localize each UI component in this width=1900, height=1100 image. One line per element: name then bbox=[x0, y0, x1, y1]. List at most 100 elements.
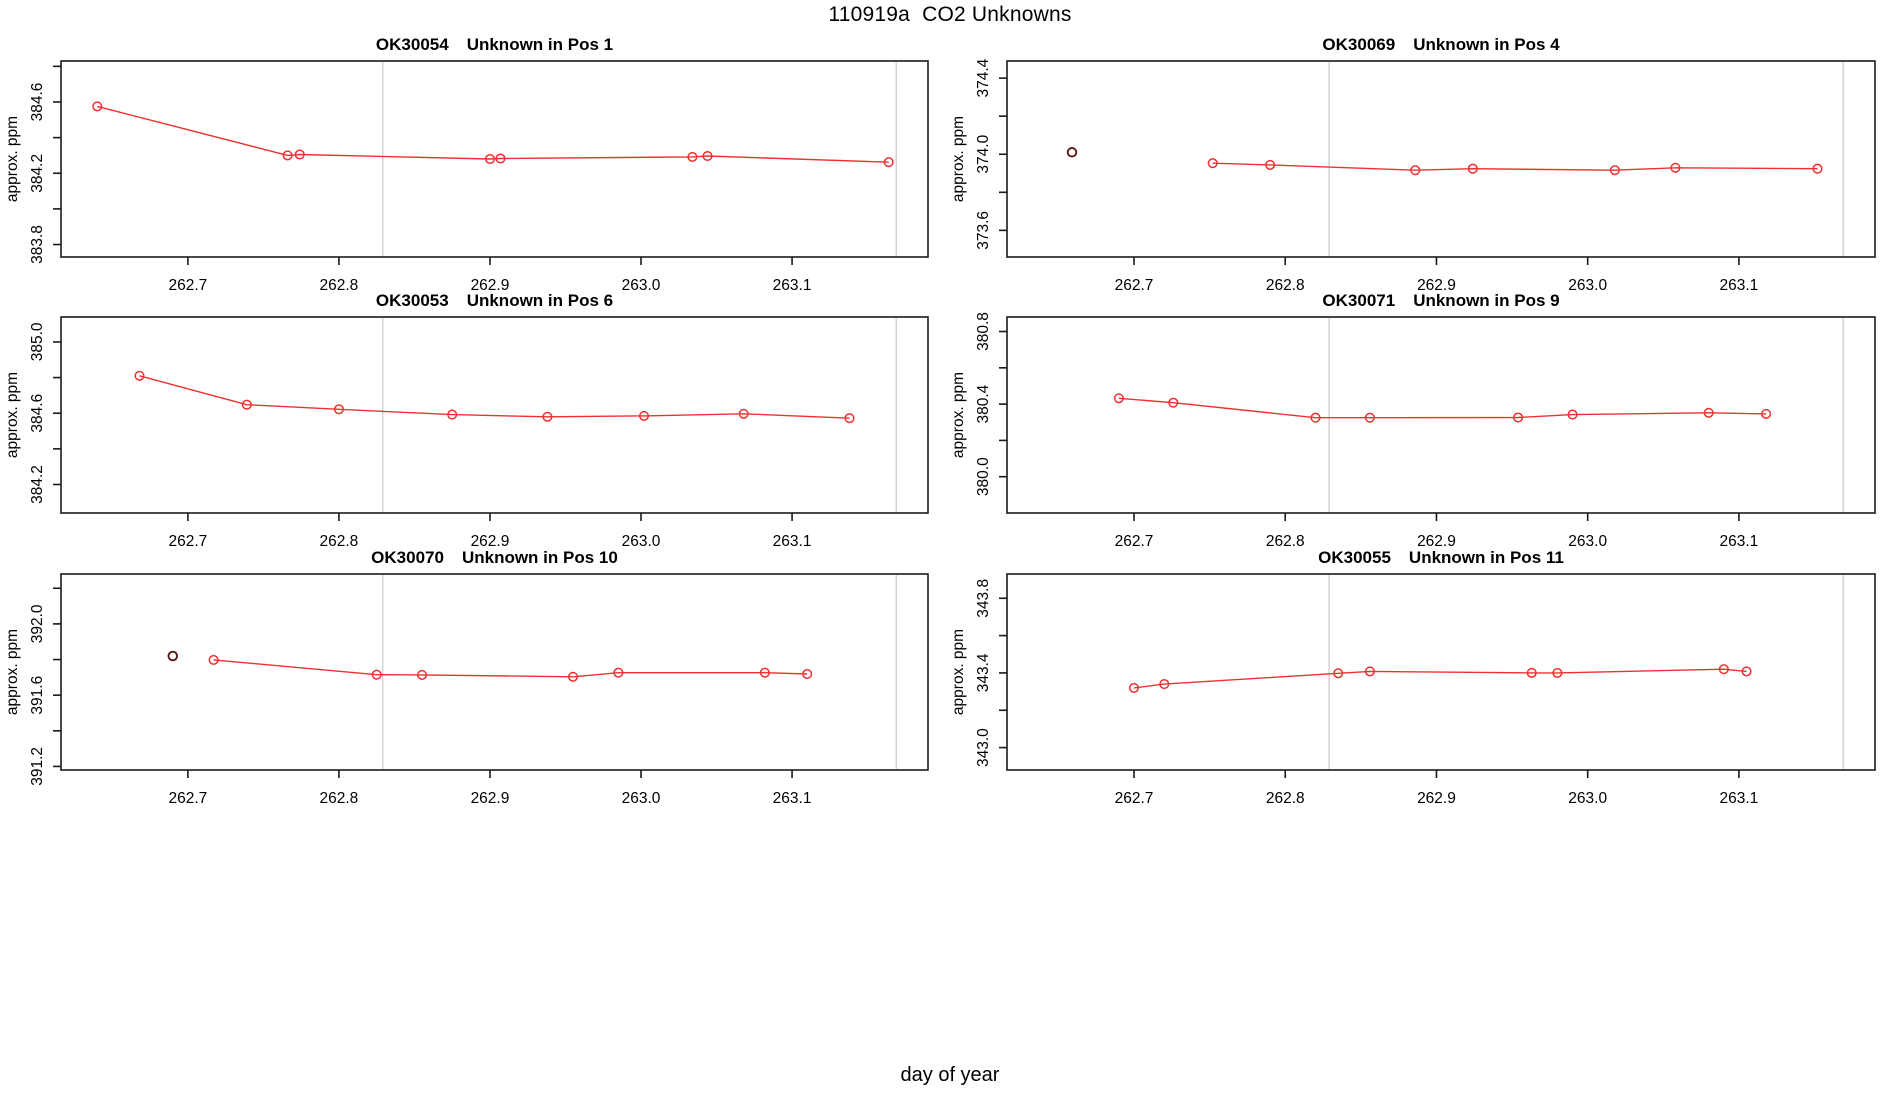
data-point bbox=[1265, 159, 1276, 170]
y-tick-label: 373.6 bbox=[975, 211, 992, 250]
data-point bbox=[1670, 162, 1681, 173]
plot-box bbox=[60, 60, 929, 258]
chart-OK30055: 262.7 262.8 262.9 263.0 263.1 343.0 343.4 343.8… bbox=[950, 548, 1876, 807]
data-point bbox=[333, 404, 344, 415]
data-point bbox=[687, 151, 698, 162]
y-tick-label: 383.8 bbox=[29, 225, 46, 264]
y-tick-label: 384.6 bbox=[29, 83, 46, 122]
chart-title: OK30070 Unknown in Pos 10 bbox=[371, 548, 618, 567]
y-axis-label: approx. ppm bbox=[4, 372, 21, 458]
data-point bbox=[1113, 393, 1124, 404]
chart-title-position: Unknown in Pos 9 bbox=[1413, 291, 1559, 310]
y-tick-label: 384.2 bbox=[29, 154, 46, 193]
x-tick-label: 263.1 bbox=[1720, 277, 1759, 294]
y-axis-label: approx. ppm bbox=[950, 629, 967, 715]
data-point bbox=[1364, 412, 1375, 423]
x-tick-label: 262.8 bbox=[320, 790, 359, 807]
chart-OK30053: 262.7 262.8 262.9 263.0 263.1 384.2 384.6 385.0… bbox=[4, 291, 929, 550]
x-tick-label: 262.7 bbox=[1115, 277, 1154, 294]
data-point bbox=[495, 153, 506, 164]
x-tick-label: 263.1 bbox=[773, 790, 812, 807]
x-tick-label: 263.0 bbox=[1568, 277, 1607, 294]
isolated-data-point bbox=[1066, 147, 1078, 158]
x-tick-label: 263.1 bbox=[1720, 790, 1759, 807]
x-tick-label: 262.9 bbox=[1417, 533, 1456, 550]
x-tick-label: 262.7 bbox=[168, 533, 207, 550]
data-point bbox=[1168, 397, 1179, 408]
y-tick-label: 343.4 bbox=[975, 653, 992, 692]
data-point bbox=[542, 411, 553, 422]
series-line bbox=[1212, 162, 1818, 171]
data-point bbox=[883, 157, 894, 168]
data-point bbox=[1718, 664, 1729, 675]
x-tick-label: 262.9 bbox=[471, 533, 510, 550]
y-tick-label: 374.0 bbox=[975, 134, 992, 173]
data-point bbox=[416, 669, 428, 680]
chart-title-position: Unknown in Pos 4 bbox=[1413, 35, 1560, 54]
data-point bbox=[1310, 412, 1321, 423]
data-point bbox=[802, 668, 813, 680]
chart-OK30070: 262.7 262.8 262.9 263.0 263.1 391.2 391.6 392.0… bbox=[4, 548, 929, 807]
plot-box bbox=[1006, 60, 1876, 258]
series-line bbox=[139, 375, 850, 419]
chart-title-code: OK30054 bbox=[376, 35, 449, 54]
data-point bbox=[702, 150, 713, 162]
plot-box bbox=[1006, 573, 1876, 771]
x-axis-label: day of year bbox=[900, 1064, 1000, 1086]
y-tick-label: 343.8 bbox=[975, 579, 992, 618]
y-tick-label: 343.0 bbox=[975, 728, 992, 767]
data-point bbox=[134, 370, 145, 381]
plot-box bbox=[60, 316, 929, 514]
data-point bbox=[208, 654, 219, 665]
x-tick-label: 263.0 bbox=[1568, 533, 1607, 550]
x-tick-label: 262.8 bbox=[320, 277, 359, 294]
chart-title-position: Unknown in Pos 11 bbox=[1409, 548, 1564, 567]
x-tick-label: 263.0 bbox=[1568, 790, 1607, 807]
x-tick-label: 262.8 bbox=[1266, 277, 1305, 294]
chart-title: OK30054 Unknown in Pos 1 bbox=[376, 35, 613, 54]
x-tick-label: 262.9 bbox=[1417, 790, 1456, 807]
x-tick-label: 263.0 bbox=[622, 790, 661, 807]
x-tick-label: 263.1 bbox=[773, 533, 812, 550]
series-line bbox=[1118, 397, 1767, 419]
y-tick-label: 380.4 bbox=[975, 384, 992, 423]
series-line bbox=[97, 105, 889, 163]
data-point bbox=[294, 149, 305, 160]
x-tick-label: 263.1 bbox=[773, 277, 812, 294]
data-point bbox=[282, 150, 293, 161]
chart-title-code: OK30070 bbox=[371, 548, 444, 567]
chart-title: OK30069 Unknown in Pos 4 bbox=[1322, 35, 1560, 54]
data-point bbox=[1513, 412, 1524, 423]
data-point bbox=[1159, 679, 1170, 690]
y-tick-label: 380.0 bbox=[975, 457, 992, 496]
x-tick-label: 262.9 bbox=[471, 790, 510, 807]
chart-title-position: Unknown in Pos 10 bbox=[462, 548, 618, 567]
x-tick-label: 263.1 bbox=[1720, 533, 1759, 550]
data-point bbox=[567, 671, 579, 682]
y-tick-label: 385.0 bbox=[29, 322, 46, 361]
x-tick-label: 262.8 bbox=[320, 533, 359, 550]
plot-box bbox=[60, 573, 929, 771]
x-tick-label: 262.9 bbox=[1417, 277, 1456, 294]
data-point bbox=[638, 410, 650, 421]
chart-OK30071: 262.7 262.8 262.9 263.0 263.1 380.0 380.4 380.8… bbox=[950, 291, 1876, 550]
y-tick-label: 391.6 bbox=[29, 676, 46, 715]
chart-title-code: OK30069 bbox=[1322, 35, 1395, 54]
data-point bbox=[1741, 666, 1752, 677]
y-axis-label: approx. ppm bbox=[4, 629, 21, 715]
data-point bbox=[1703, 407, 1714, 418]
data-point bbox=[759, 667, 770, 678]
data-point bbox=[241, 399, 252, 410]
data-point bbox=[1364, 666, 1375, 677]
y-tick-label: 391.2 bbox=[29, 747, 46, 786]
chart-OK30069: 262.7 262.8 262.9 263.0 263.1 373.6 374.0 374.4… bbox=[950, 35, 1876, 294]
x-tick-label: 262.7 bbox=[1115, 533, 1154, 550]
chart-title: OK30053 Unknown in Pos 6 bbox=[376, 291, 613, 310]
isolated-data-point bbox=[167, 650, 179, 662]
x-tick-label: 263.0 bbox=[622, 277, 661, 294]
x-tick-label: 262.7 bbox=[168, 277, 207, 294]
chart-title: OK30055 Unknown in Pos 11 bbox=[1318, 548, 1564, 567]
y-tick-label: 392.0 bbox=[29, 604, 46, 643]
